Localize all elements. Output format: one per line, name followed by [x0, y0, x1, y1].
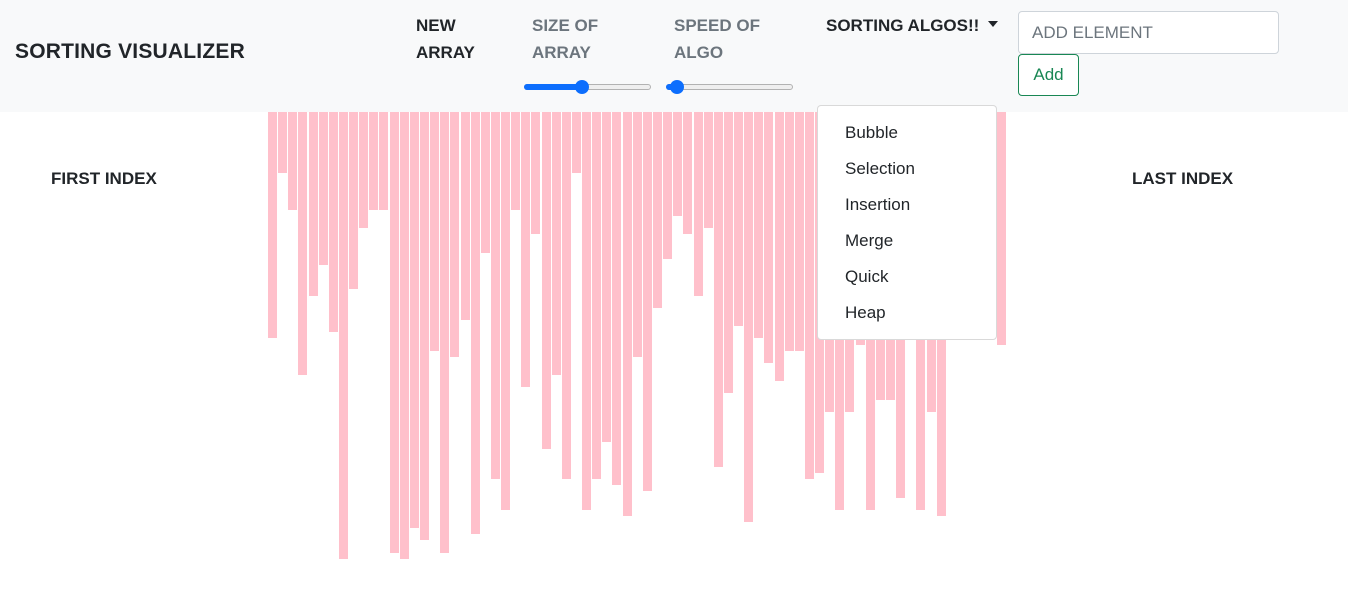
- array-bar: [764, 112, 774, 363]
- new-array-label-line-2: ARRAY: [416, 43, 475, 62]
- array-bar: [703, 112, 713, 228]
- last-index-label: LAST INDEX: [1132, 169, 1234, 188]
- caret-down-icon: [988, 21, 999, 27]
- dropdown-item-selection[interactable]: Selection: [845, 159, 915, 178]
- sorting-algos-label: SORTING ALGOS!!: [826, 16, 980, 35]
- new-array-button[interactable]: NEW ARRAY: [416, 12, 526, 66]
- array-bar: [409, 112, 419, 528]
- array-bar: [794, 112, 804, 351]
- dropdown-item-merge[interactable]: Merge: [845, 231, 894, 250]
- array-bar: [602, 112, 612, 442]
- array-bar: [673, 112, 683, 216]
- array-bar: [582, 112, 591, 510]
- array-bar: [784, 112, 794, 351]
- array-bar: [561, 112, 571, 479]
- array-bar: [501, 112, 510, 510]
- array-bar: [379, 112, 389, 210]
- array-bar: [744, 112, 754, 522]
- dropdown-item-insertion[interactable]: Insertion: [845, 195, 911, 214]
- size-slider-fill: [524, 84, 583, 90]
- array-bar: [622, 112, 632, 516]
- array-bar: [480, 112, 490, 253]
- array-bar: [774, 112, 784, 381]
- speed-slider[interactable]: [666, 80, 793, 94]
- array-bar: [278, 112, 288, 173]
- array-bar: [389, 112, 399, 553]
- array-bar: [470, 112, 480, 534]
- array-bar: [612, 112, 622, 485]
- array-bar: [430, 112, 440, 351]
- array-bar: [298, 112, 308, 375]
- array-bar: [450, 112, 460, 357]
- array-bar: [490, 112, 500, 479]
- dropdown-item-heap[interactable]: Heap: [845, 303, 886, 322]
- array-bar: [338, 112, 348, 559]
- speed-slider-track: [666, 84, 793, 90]
- array-bar: [652, 112, 662, 308]
- array-bar: [318, 112, 328, 265]
- array-bar: [420, 112, 429, 540]
- array-bar: [288, 112, 298, 210]
- array-bar: [642, 112, 652, 491]
- array-bar: [683, 112, 693, 234]
- speed-of-algo-label: SPEED OF ALGO: [674, 12, 784, 66]
- array-bar: [663, 112, 673, 259]
- size-slider-thumb[interactable]: [575, 80, 590, 94]
- array-bar: [997, 112, 1007, 345]
- speed-label-line-1: SPEED OF: [674, 16, 760, 35]
- brand-title[interactable]: SORTING VISUALIZER: [15, 40, 245, 63]
- array-bar: [521, 112, 531, 387]
- array-bar: [723, 112, 733, 393]
- array-bar: [632, 112, 642, 357]
- array-bar: [511, 112, 521, 210]
- sorting-algos-dropdown-toggle[interactable]: SORTING ALGOS!!: [826, 12, 999, 39]
- array-bar: [369, 112, 379, 210]
- array-bar: [541, 112, 551, 449]
- size-of-array-label: SIZE OF ARRAY: [532, 12, 642, 66]
- array-bar: [754, 112, 764, 338]
- array-bar: [440, 112, 450, 553]
- speed-label-line-2: ALGO: [674, 43, 724, 62]
- dropdown-item-quick[interactable]: Quick: [845, 267, 889, 286]
- sorting-algos-menu: Bubble Selection Insertion Merge Quick Heap: [817, 105, 997, 340]
- array-bar: [734, 112, 743, 326]
- array-bar: [328, 112, 338, 332]
- array-bar: [399, 112, 409, 559]
- size-label-line-2: ARRAY: [532, 43, 591, 62]
- size-slider[interactable]: [524, 80, 651, 94]
- array-bar: [571, 112, 581, 173]
- array-bar: [804, 112, 814, 479]
- array-bar: [551, 112, 561, 375]
- array-bar: [693, 112, 703, 296]
- size-label-line-1: SIZE OF: [532, 16, 599, 35]
- array-bar: [349, 112, 358, 289]
- new-array-label-line-1: NEW: [416, 16, 456, 35]
- navbar: SORTING VISUALIZER NEW ARRAY SIZE OF ARR…: [0, 0, 1348, 112]
- speed-slider-thumb[interactable]: [670, 80, 685, 94]
- array-bar: [268, 112, 277, 338]
- add-button[interactable]: Add: [1018, 54, 1079, 96]
- array-bar: [308, 112, 318, 296]
- array-bar: [460, 112, 470, 320]
- array-bar: [592, 112, 602, 479]
- array-bar: [531, 112, 541, 234]
- array-bar: [713, 112, 723, 467]
- add-element-input[interactable]: [1018, 11, 1279, 54]
- array-bar: [359, 112, 369, 228]
- first-index-label: FIRST INDEX: [51, 169, 157, 188]
- dropdown-item-bubble[interactable]: Bubble: [845, 123, 898, 142]
